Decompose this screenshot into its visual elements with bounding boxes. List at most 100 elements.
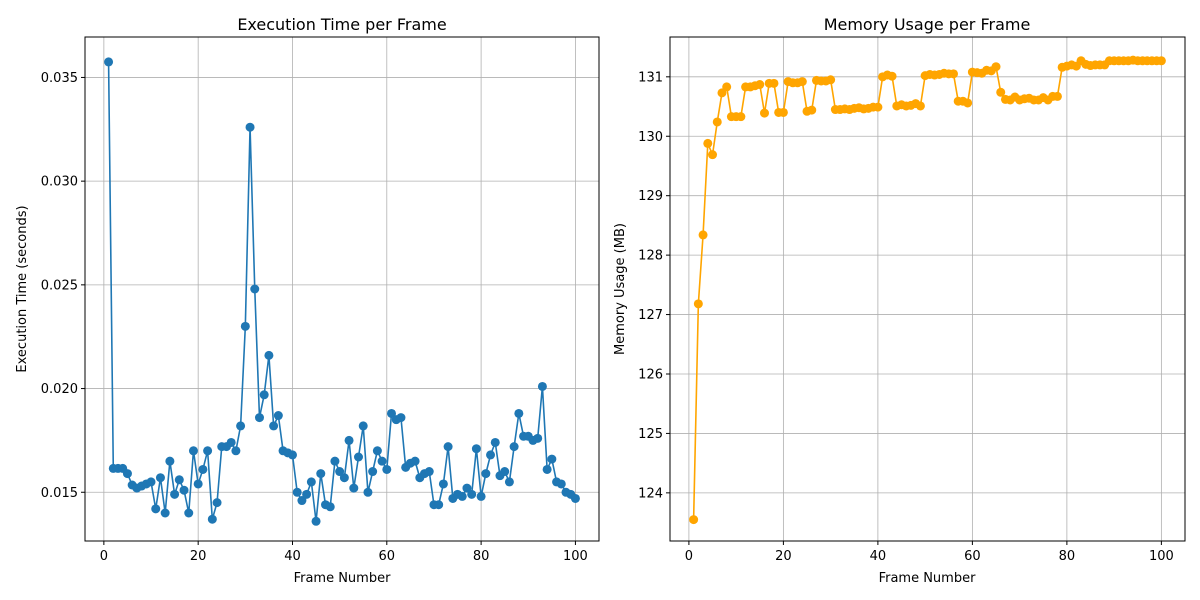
data-point bbox=[1052, 91, 1062, 101]
data-point bbox=[250, 284, 260, 294]
data-point bbox=[712, 117, 722, 127]
data-point bbox=[514, 408, 524, 418]
data-point bbox=[887, 71, 897, 81]
chart-title: Memory Usage per Frame bbox=[824, 15, 1031, 34]
x-tick-label: 20 bbox=[775, 549, 792, 564]
data-point bbox=[297, 496, 307, 506]
x-axis-label: Frame Number bbox=[294, 571, 392, 586]
data-point bbox=[254, 413, 264, 423]
data-point bbox=[486, 450, 496, 460]
data-point bbox=[948, 69, 958, 79]
data-point bbox=[368, 467, 378, 477]
data-point bbox=[693, 299, 703, 309]
chart-title: Execution Time per Frame bbox=[237, 15, 446, 34]
x-tick-label: 80 bbox=[1059, 549, 1076, 564]
data-point bbox=[873, 102, 883, 112]
data-point bbox=[438, 479, 448, 489]
y-tick-label: 129 bbox=[638, 189, 663, 204]
data-point bbox=[533, 433, 543, 443]
data-point bbox=[708, 150, 718, 160]
data-point bbox=[1156, 56, 1166, 66]
data-point bbox=[104, 57, 114, 67]
x-tick-label: 60 bbox=[964, 549, 981, 564]
data-point bbox=[736, 112, 746, 122]
data-point bbox=[755, 80, 765, 90]
data-point bbox=[325, 502, 335, 512]
y-tick-label: 0.035 bbox=[41, 71, 78, 86]
y-tick-label: 130 bbox=[638, 130, 663, 145]
data-point bbox=[273, 411, 283, 421]
y-tick-label: 0.030 bbox=[41, 175, 78, 190]
data-point bbox=[226, 437, 236, 447]
data-point bbox=[245, 122, 255, 132]
data-point bbox=[264, 350, 274, 360]
data-point bbox=[570, 493, 580, 503]
data-point bbox=[457, 491, 467, 501]
data-point bbox=[689, 515, 699, 525]
data-point bbox=[471, 444, 481, 454]
data-point bbox=[193, 479, 203, 489]
data-point bbox=[462, 483, 472, 493]
data-point bbox=[476, 491, 486, 501]
data-point bbox=[807, 105, 817, 115]
data-point bbox=[339, 473, 349, 483]
data-point bbox=[165, 456, 175, 466]
x-tick-label: 20 bbox=[190, 549, 207, 564]
y-tick-label: 0.025 bbox=[41, 278, 78, 293]
data-point bbox=[287, 450, 297, 460]
data-point bbox=[769, 78, 779, 88]
y-tick-label: 124 bbox=[638, 486, 663, 501]
data-point bbox=[184, 508, 194, 518]
data-point bbox=[349, 483, 359, 493]
data-point bbox=[269, 421, 279, 431]
data-point bbox=[703, 138, 713, 148]
data-point bbox=[826, 75, 836, 85]
y-tick-label: 126 bbox=[638, 367, 663, 382]
data-point bbox=[722, 82, 732, 92]
x-tick-label: 0 bbox=[685, 549, 693, 564]
data-point bbox=[174, 475, 184, 485]
x-tick-label: 40 bbox=[284, 549, 301, 564]
data-point bbox=[500, 467, 510, 477]
x-tick-label: 100 bbox=[563, 549, 588, 564]
data-point bbox=[537, 381, 547, 391]
y-tick-label: 131 bbox=[638, 70, 663, 85]
memory-usage-chart: Memory Usage per Frame 0 20 40 60 80 100 124 12… bbox=[613, 15, 1186, 586]
x-tick-label: 0 bbox=[100, 549, 108, 564]
y-tick-label: 125 bbox=[638, 427, 663, 442]
data-point bbox=[122, 469, 132, 479]
data-point bbox=[188, 446, 198, 456]
data-point bbox=[542, 464, 552, 474]
x-tick-label: 100 bbox=[1149, 549, 1174, 564]
data-point bbox=[354, 452, 363, 462]
data-point bbox=[302, 489, 312, 499]
data-point bbox=[996, 87, 1006, 97]
data-point bbox=[760, 108, 769, 118]
data-point bbox=[382, 464, 392, 474]
data-point bbox=[231, 446, 241, 456]
data-point bbox=[377, 456, 387, 466]
data-point bbox=[155, 473, 165, 483]
plot-frame bbox=[84, 36, 600, 542]
data-point bbox=[556, 479, 566, 489]
y-tick-label: 128 bbox=[638, 249, 663, 264]
data-point bbox=[797, 77, 807, 87]
y-axis-label: Memory Usage (MB) bbox=[613, 223, 628, 355]
data-point bbox=[311, 516, 321, 526]
y-tick-label: 127 bbox=[638, 308, 663, 323]
data-point bbox=[467, 489, 477, 499]
data-point bbox=[203, 446, 213, 456]
data-point bbox=[547, 454, 557, 464]
data-point bbox=[151, 504, 161, 514]
data-point bbox=[358, 421, 368, 431]
data-point bbox=[306, 477, 316, 487]
data-point bbox=[259, 390, 269, 400]
data-point bbox=[778, 107, 788, 117]
data-point bbox=[504, 477, 514, 487]
data-point bbox=[160, 508, 170, 518]
x-axis-label: Frame Number bbox=[879, 571, 977, 586]
data-point bbox=[179, 485, 189, 495]
data-point bbox=[424, 467, 434, 477]
data-point bbox=[509, 442, 519, 452]
